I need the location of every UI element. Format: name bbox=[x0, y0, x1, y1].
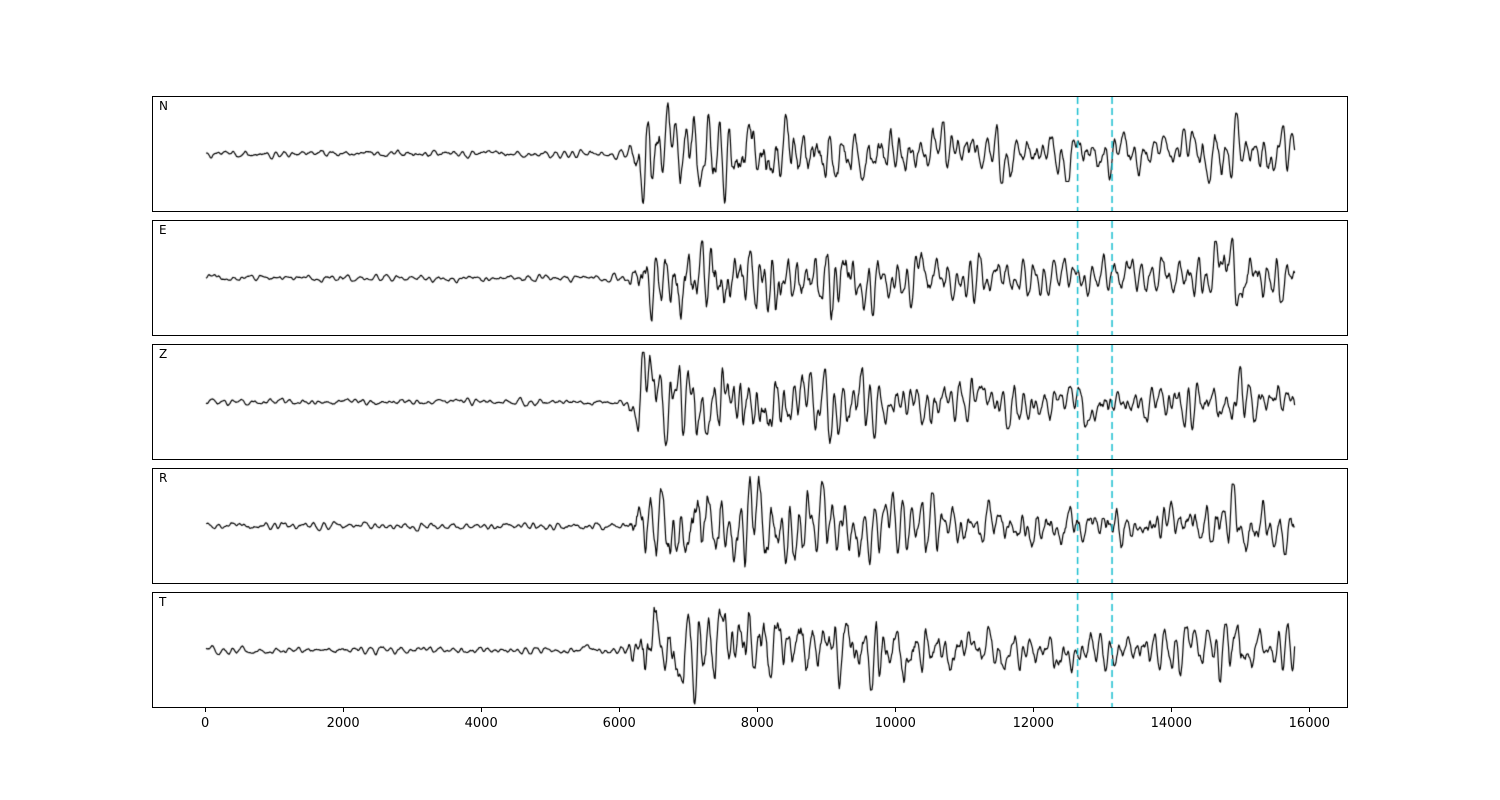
channel-label: Z bbox=[159, 347, 168, 361]
waveform-canvas bbox=[153, 345, 1347, 459]
x-tick-label: 12000 bbox=[1012, 716, 1054, 731]
x-tick bbox=[618, 708, 620, 712]
waveform-canvas bbox=[153, 593, 1347, 707]
x-tick-label: 6000 bbox=[602, 716, 636, 731]
waveform-panel-n: N bbox=[152, 96, 1348, 212]
x-tick-label: 10000 bbox=[874, 716, 916, 731]
x-tick bbox=[1308, 708, 1310, 712]
waveform-panel-z: Z bbox=[152, 344, 1348, 460]
x-tick bbox=[894, 708, 896, 712]
x-tick-label: 16000 bbox=[1288, 716, 1331, 731]
channel-label: E bbox=[159, 223, 167, 237]
x-tick-label: 0 bbox=[200, 716, 210, 731]
channel-label: R bbox=[159, 471, 168, 485]
channel-label: T bbox=[159, 595, 167, 609]
waveform-canvas bbox=[153, 221, 1347, 335]
x-tick bbox=[1170, 708, 1172, 712]
x-tick bbox=[1032, 708, 1034, 712]
x-tick bbox=[204, 708, 206, 712]
waveform-canvas bbox=[153, 97, 1347, 211]
x-tick-label: 2000 bbox=[326, 716, 360, 731]
x-tick bbox=[756, 708, 758, 712]
x-tick-label: 8000 bbox=[740, 716, 774, 731]
x-tick-label: 4000 bbox=[464, 716, 498, 731]
waveform-panel-r: R bbox=[152, 468, 1348, 584]
waveform-panel-e: E bbox=[152, 220, 1348, 336]
waveform-panel-t: T bbox=[152, 592, 1348, 708]
channel-label: N bbox=[159, 99, 168, 113]
x-tick bbox=[342, 708, 344, 712]
x-tick-label: 14000 bbox=[1150, 716, 1192, 731]
x-axis: 0 2000 4000 6000 8000 10000 12000 14000 16000 bbox=[152, 708, 1348, 744]
x-tick bbox=[480, 708, 482, 712]
waveform-canvas bbox=[153, 469, 1347, 583]
